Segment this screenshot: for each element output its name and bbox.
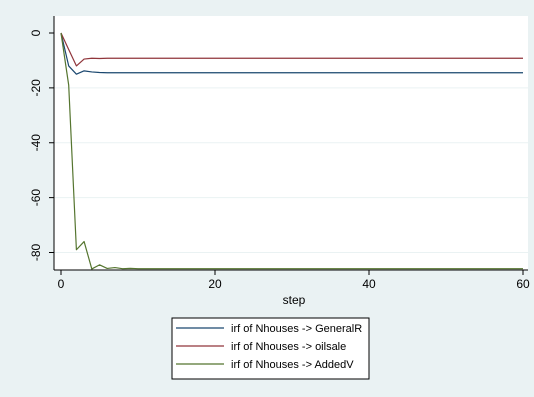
y-tick-label: -60 bbox=[29, 189, 43, 207]
x-tick-label: 60 bbox=[516, 277, 530, 291]
x-tick-label: 0 bbox=[58, 277, 65, 291]
x-tick-label: 40 bbox=[362, 277, 376, 291]
legend-label-3: irf of Nhouses -> AddedV bbox=[231, 359, 354, 371]
axis-layer: 0 -20 -40 -60 -80 0 20 40 60 bbox=[29, 16, 530, 291]
legend-label-1: irf of Nhouses -> GeneralR bbox=[231, 323, 362, 335]
y-tick-label: -40 bbox=[29, 134, 43, 152]
x-tick-label: 20 bbox=[208, 277, 222, 291]
series-line-1 bbox=[60, 32, 523, 75]
grid-layer bbox=[54, 87, 528, 253]
y-tick-label: -20 bbox=[29, 79, 43, 97]
series-line-2 bbox=[60, 32, 523, 67]
y-tick-label: -80 bbox=[29, 244, 43, 262]
legend-label-2: irf of Nhouses -> oilsale bbox=[231, 341, 346, 353]
series-layer bbox=[60, 32, 523, 270]
x-axis-title: step bbox=[283, 293, 306, 307]
y-tick-label: 0 bbox=[29, 29, 43, 36]
legend: irf of Nhouses -> GeneralR irf of Nhouses… bbox=[171, 317, 370, 380]
series-line-3 bbox=[60, 32, 523, 270]
